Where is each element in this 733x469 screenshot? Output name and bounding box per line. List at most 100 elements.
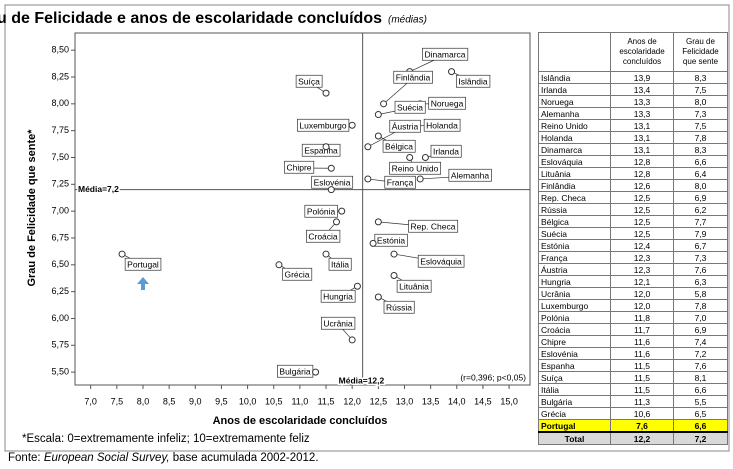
reference-label: Média=12,2 xyxy=(339,375,385,385)
table-cell: 7,0 xyxy=(673,311,728,324)
table-cell: 13,4 xyxy=(610,83,674,96)
x-tick-label: 10,0 xyxy=(239,396,257,406)
label-box xyxy=(124,257,162,271)
table-cell: 11,5 xyxy=(610,359,674,372)
x-tick-label: 15,0 xyxy=(500,396,518,406)
table-cell: 13,3 xyxy=(610,107,674,120)
y-tick-label: 6,00 xyxy=(51,313,69,323)
table-cell: 11,5 xyxy=(610,371,674,384)
table-cell: 8,0 xyxy=(673,179,728,192)
table-cell: Hungria xyxy=(538,275,611,288)
table-row: Rep. Checa 12,5 6,9 xyxy=(538,191,728,204)
table-row: Suécia 12,5 7,9 xyxy=(538,227,728,240)
point xyxy=(390,250,398,258)
point-label: Espanha xyxy=(304,145,338,155)
table-cell: 12,4 xyxy=(610,239,674,252)
table-cell: Chipre xyxy=(538,335,611,348)
point-label: Dinamarca xyxy=(424,49,465,59)
table-cell: 6,6 xyxy=(673,419,728,433)
table-cell: 7,9 xyxy=(673,227,728,240)
plot-area xyxy=(74,32,531,386)
table-row: Luxemburgo 12,0 7,8 xyxy=(538,299,728,312)
table-cell: Croácia xyxy=(538,323,611,336)
table-cell: 11,3 xyxy=(610,395,674,408)
table-cell: 6,9 xyxy=(673,323,728,336)
point xyxy=(374,218,382,226)
x-axis-title: Anos de escolaridade concluídos xyxy=(213,415,388,427)
table-cell: 7,5 xyxy=(673,119,728,132)
table-cell: 6,7 xyxy=(673,239,728,252)
x-tick-label: 12,0 xyxy=(343,396,361,406)
header-cell xyxy=(538,32,611,72)
point xyxy=(332,218,340,226)
table-cell: 6,6 xyxy=(673,155,728,168)
x-tick-label: 13,0 xyxy=(396,396,414,406)
point-label: Alemanha xyxy=(451,170,490,180)
table-cell: 12,0 xyxy=(610,287,674,300)
label-box xyxy=(382,139,416,153)
table-cell: 13,9 xyxy=(610,71,674,84)
header-row: Anos de escolaridade concluídos Grau de F… xyxy=(538,32,728,72)
table-cell: 12,5 xyxy=(610,191,674,204)
table-row: Holanda 13,1 7,8 xyxy=(538,131,728,144)
table-cell: 7,3 xyxy=(673,107,728,120)
table-cell: Eslováquia xyxy=(538,155,611,168)
x-tick-label: 7,0 xyxy=(84,396,97,406)
source-rest: base acumulada 2002-2012. xyxy=(172,452,319,464)
point xyxy=(322,143,330,151)
table-row: Estónia 12,4 6,7 xyxy=(538,239,728,252)
y-tick-label: 5,50 xyxy=(51,366,69,376)
label-box xyxy=(396,279,432,293)
x-tick-label: 14,5 xyxy=(474,396,492,406)
point-label: Rep. Checa xyxy=(411,221,456,231)
table-row: Lituânia 12,8 6,4 xyxy=(538,167,728,180)
table-cell: 8,3 xyxy=(673,71,728,84)
label-box xyxy=(304,204,338,218)
footnote: *Escala: 0=extremamente infeliz; 10=extr… xyxy=(22,433,310,445)
x-tick-label: 9,5 xyxy=(215,396,228,406)
table-cell: 7,6 xyxy=(610,419,674,433)
point xyxy=(118,250,126,258)
point xyxy=(448,68,456,76)
table-cell: 7,8 xyxy=(673,299,728,312)
point xyxy=(416,175,424,183)
chart-title: Grau de Felicidade e anos de escolaridad… xyxy=(0,10,382,27)
y-axis-title: Grau de Felicidade que sente* xyxy=(26,129,38,287)
point-label: Bélgica xyxy=(385,141,413,151)
point-label: Eslovénia xyxy=(314,177,351,187)
point-label: Suíça xyxy=(298,76,320,86)
point-label: Bulgária xyxy=(279,366,310,376)
label-box xyxy=(295,74,323,88)
point xyxy=(369,239,377,247)
header-cell: Anos de escolaridade concluídos xyxy=(610,32,674,72)
y-tick-label: 6,50 xyxy=(51,259,69,269)
y-tick-label: 6,75 xyxy=(51,232,69,242)
table-cell: Estónia xyxy=(538,239,611,252)
label-box xyxy=(374,233,408,247)
table-cell: 6,2 xyxy=(673,203,728,216)
table-row: Bélgica 12,5 7,7 xyxy=(538,215,728,228)
point xyxy=(327,186,335,194)
table-cell: Portugal xyxy=(538,419,611,433)
point-label: Irlanda xyxy=(433,146,459,156)
point-label: Chipre xyxy=(286,162,311,172)
source: Fonte: European Social Survey, base acum… xyxy=(8,452,319,464)
label-box xyxy=(282,267,313,281)
x-tick-label: 10,5 xyxy=(265,396,283,406)
point xyxy=(421,153,429,161)
table-row: Eslováquia 12,8 6,6 xyxy=(538,155,728,168)
table-cell: Áustria xyxy=(538,263,611,276)
table-cell: Ucrânia xyxy=(538,287,611,300)
table-cell: 7,6 xyxy=(673,359,728,372)
table-cell: 5,5 xyxy=(673,395,728,408)
x-tick-label: 13,5 xyxy=(422,396,440,406)
table-cell: 7,3 xyxy=(673,251,728,264)
table-row: Suíça 11,5 8,1 xyxy=(538,371,728,384)
x-tick-label: 8,0 xyxy=(137,396,150,406)
point xyxy=(353,282,361,290)
table-row: Bulgária 11,3 5,5 xyxy=(538,395,728,408)
table-row: Portugal 7,6 6,6 xyxy=(538,419,728,433)
arrow-icon xyxy=(137,277,149,290)
table-cell: 7,2 xyxy=(673,347,728,360)
